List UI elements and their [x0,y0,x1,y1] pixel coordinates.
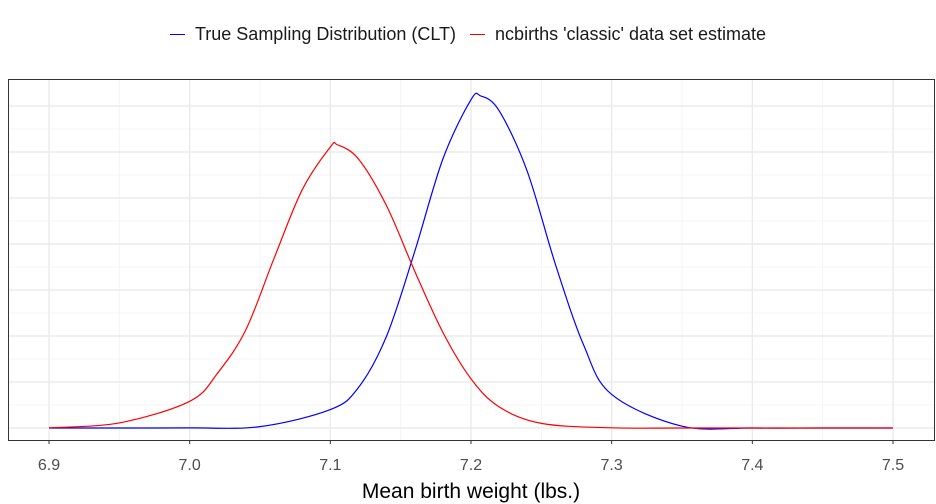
x-tick-label: 7.0 [179,457,201,474]
legend: True Sampling Distribution (CLT) ncbirth… [0,21,936,47]
series-line-clt [48,92,893,430]
legend-key-clt [169,33,185,35]
x-tick-label: 7.2 [460,457,482,474]
legend-label-clt: True Sampling Distribution (CLT) [194,23,457,44]
legend-key-ncbirths [470,33,486,35]
x-axis-title: Mean birth weight (lbs.) [362,480,580,503]
x-tick-label: 6.9 [38,457,60,474]
grid-major [8,79,934,440]
x-axis: 6.9 7.0 7.1 7.2 7.3 7.4 7.5 [38,440,904,474]
legend-label-ncbirths: ncbirths 'classic' data set estimate [495,23,767,44]
x-tick-label: 7.4 [741,457,763,474]
series-layer [48,92,893,430]
x-tick-label: 7.1 [319,457,341,474]
legend-item-clt: True Sampling Distribution (CLT) [169,23,457,45]
legend-item-ncbirths: ncbirths 'classic' data set estimate [470,24,766,45]
x-tick-label: 7.5 [882,457,904,474]
series-line-ncbirths [48,141,893,429]
x-tick-label: 7.3 [601,457,623,474]
